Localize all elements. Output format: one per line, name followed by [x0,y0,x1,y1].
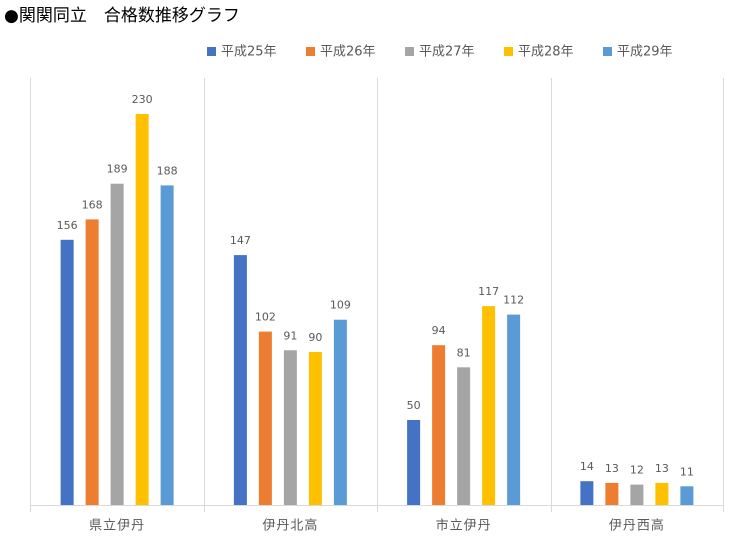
data-label: 91 [283,329,297,342]
chart-title: ●関関同立 合格数推移グラフ [4,6,240,26]
bar [507,314,521,505]
legend-swatch [207,47,216,56]
bar [605,482,619,505]
data-label: 94 [432,324,446,337]
x-tick-label: 伊丹西高 [609,518,665,534]
bar [457,367,471,505]
data-label: 102 [255,311,276,324]
data-label: 147 [230,234,251,247]
bar [630,484,644,505]
legend-label: 平成25年 [221,45,277,60]
data-label: 230 [132,93,153,106]
bar [482,306,496,505]
bar [135,114,149,505]
data-label: 189 [107,163,128,176]
legend-label: 平成26年 [320,45,376,60]
data-label: 81 [457,346,471,359]
bar [283,350,297,505]
x-tick-label: 県立伊丹 [89,519,145,534]
bar [333,319,347,505]
data-label: 50 [407,399,421,412]
bar [655,482,669,505]
bar [680,486,694,505]
separators [30,78,724,512]
legend-swatch [603,47,612,56]
data-label: 156 [57,219,78,232]
bar [110,183,124,505]
legend-swatch [504,47,513,56]
data-label: 112 [503,294,524,307]
bar [60,239,74,506]
data-label: 14 [580,460,594,473]
bar [85,219,99,505]
bar [308,352,322,505]
data-label: 168 [82,198,103,211]
data-label: 12 [630,464,644,477]
x-tick-label: 伊丹北高 [262,518,318,534]
legend-label: 平成29年 [617,45,673,60]
legend-swatch [405,47,414,56]
bar [233,255,247,505]
data-label: 109 [330,299,351,312]
bar [407,420,421,505]
bar [160,185,174,505]
legend-label: 平成28年 [518,45,574,60]
data-label: 13 [655,462,669,475]
data-label: 90 [308,331,322,344]
bar [432,345,446,505]
data-label: 13 [605,462,619,475]
data-label: 11 [680,465,694,478]
data-label: 117 [478,285,499,298]
x-tick-label: 市立伊丹 [436,518,492,534]
legend-swatch [306,47,315,56]
bar [580,481,594,505]
bar [258,331,272,505]
legend-label: 平成27年 [419,45,475,60]
data-label: 188 [157,164,178,177]
